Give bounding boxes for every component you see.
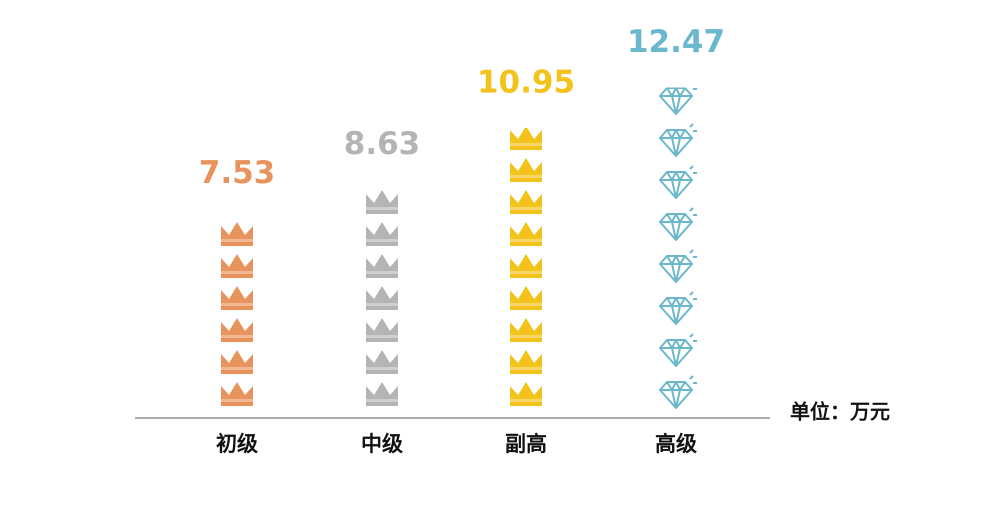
crown-icon [510,382,542,406]
crown-icon [510,286,542,310]
crown-icon [366,318,398,342]
diamond-icon [659,87,693,115]
bar [659,87,697,409]
crown-icon [366,222,398,246]
crown-icon [366,350,398,374]
crown-icon [221,222,253,246]
crown-band [366,239,398,242]
diamond-sparkle [689,333,697,342]
diamond-sparkle [689,165,697,174]
crown-band [510,335,542,338]
crown-band [221,271,253,274]
x-tick-label: 副高 [505,432,547,456]
crown-icon [510,350,542,374]
crown-icon [221,190,253,214]
value-label: 12.47 [627,24,725,60]
bar [510,111,542,406]
diamond-icon [659,171,693,199]
diamond-sparkle [689,375,697,384]
crown-band [510,367,542,370]
crown-icon [221,318,253,342]
crown-icon [366,190,398,214]
diamond-icon [659,255,693,283]
crown-band [510,271,542,274]
crown-band [366,303,398,306]
crown-band [221,239,253,242]
crown-band [366,367,398,370]
x-tick-label: 中级 [361,432,403,456]
crown-icon [510,127,542,150]
crown-icon [221,254,253,278]
crown-band [366,335,398,338]
crown-band [221,207,253,210]
crown-icon [510,318,542,342]
diamond-icon [659,213,693,241]
crown-band [510,399,542,402]
crown-icon [366,286,398,310]
value-label: 8.63 [344,126,421,162]
crown-icon [510,222,542,246]
crown-band [366,175,398,178]
bar [366,175,398,406]
unit-label: 单位：万元 [790,400,890,424]
value-label: 10.95 [477,64,575,100]
diamond-sparkle [689,207,697,216]
diamond-icon [659,297,693,325]
crown-icon [221,382,253,406]
crown-band [221,367,253,370]
crown-band [510,175,542,178]
crown-icon [510,190,542,214]
crown-band [510,207,542,210]
diamond-icon [659,339,693,367]
crown-band [221,303,253,306]
value-label: 7.53 [199,155,276,191]
crown-icon [510,254,542,278]
crown-band [510,303,542,306]
crown-band [510,239,542,242]
diamond-sparkle [693,88,697,90]
x-tick-label: 高级 [655,432,697,456]
x-tick-label: 初级 [216,432,258,456]
crown-band [221,335,253,338]
crown-band [510,143,542,146]
crown-band [366,399,398,402]
diamond-sparkle [689,291,697,300]
crown-icon [221,350,253,374]
crown-icon [366,254,398,278]
diamond-sparkle [689,123,697,132]
diamond-icon [659,129,693,157]
crown-icon [366,382,398,406]
diamond-sparkle [689,249,697,258]
crown-icon [221,286,253,310]
bar [221,190,253,406]
crown-icon [510,158,542,182]
crown-band [221,399,253,402]
crown-band [366,207,398,210]
crown-band [366,271,398,274]
diamond-icon [659,381,693,409]
crown-band [510,111,542,114]
